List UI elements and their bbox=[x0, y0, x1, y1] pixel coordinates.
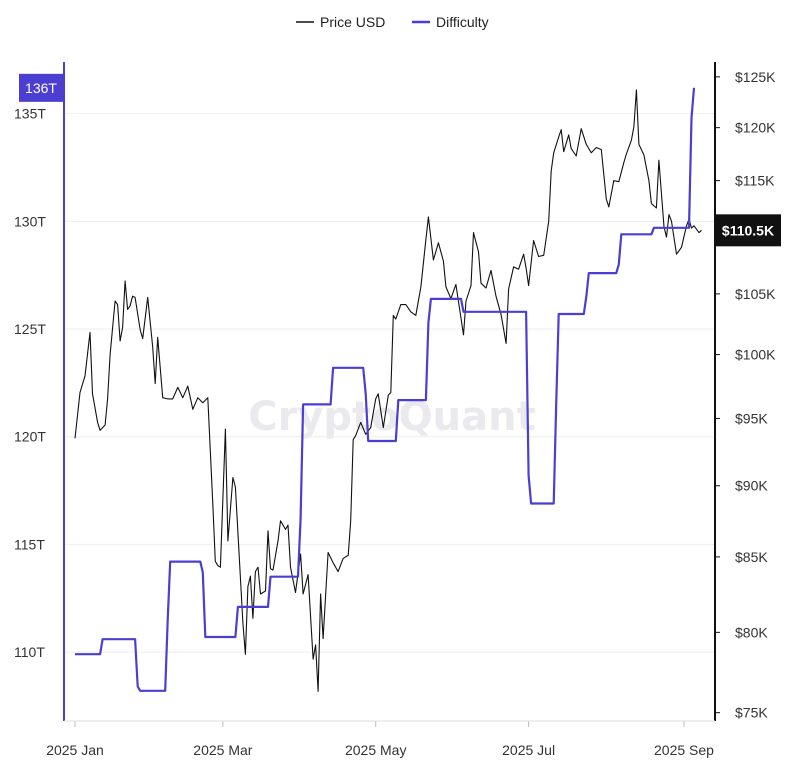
left-tick-label: 135T bbox=[14, 106, 46, 122]
left-tick-label: 130T bbox=[14, 213, 46, 229]
right-tick-label: $90K bbox=[735, 478, 768, 494]
legend-difficulty-label: Difficulty bbox=[436, 14, 489, 30]
axes: 110T 115T 120T 125T 130T 135T $75K $80K $85K $90K… bbox=[14, 62, 781, 758]
difficulty-line bbox=[75, 87, 696, 692]
right-tick-label: $125K bbox=[735, 69, 776, 85]
x-tick-label: 2025 Jul bbox=[502, 742, 555, 758]
difficulty-current-value: 136T bbox=[25, 80, 57, 96]
right-tick-label: $85K bbox=[735, 549, 768, 565]
right-tick-label: $75K bbox=[735, 705, 768, 721]
x-tick-label: 2025 Sep bbox=[654, 742, 714, 758]
right-tick-label: $105K bbox=[735, 286, 776, 302]
right-tick-label: $100K bbox=[735, 347, 776, 363]
legend-price-label: Price USD bbox=[320, 14, 385, 30]
left-tick-label: 115T bbox=[14, 536, 45, 552]
gridlines bbox=[64, 113, 715, 653]
right-tick-label: $80K bbox=[735, 624, 768, 640]
x-tick-label: 2025 Mar bbox=[193, 742, 252, 758]
left-tick-label: 110T bbox=[14, 644, 45, 660]
right-tick-label: $115K bbox=[735, 173, 775, 189]
legend: Price USD Difficulty bbox=[296, 14, 489, 30]
series-layer bbox=[74, 87, 702, 692]
x-tick-label: 2025 May bbox=[345, 742, 406, 758]
x-tick-label: 2025 Jan bbox=[46, 742, 104, 758]
right-tick-label: $95K bbox=[735, 410, 768, 426]
watermark: CryptoQuant bbox=[248, 394, 535, 440]
left-tick-label: 120T bbox=[14, 429, 46, 445]
price-current-value: $110.5K bbox=[722, 222, 774, 238]
price-usd-line bbox=[74, 89, 702, 692]
price-current-badge bbox=[716, 214, 781, 247]
left-tick-label: 125T bbox=[14, 321, 46, 337]
difficulty-current-badge bbox=[19, 73, 64, 102]
right-tick-label: $120K bbox=[735, 120, 776, 136]
